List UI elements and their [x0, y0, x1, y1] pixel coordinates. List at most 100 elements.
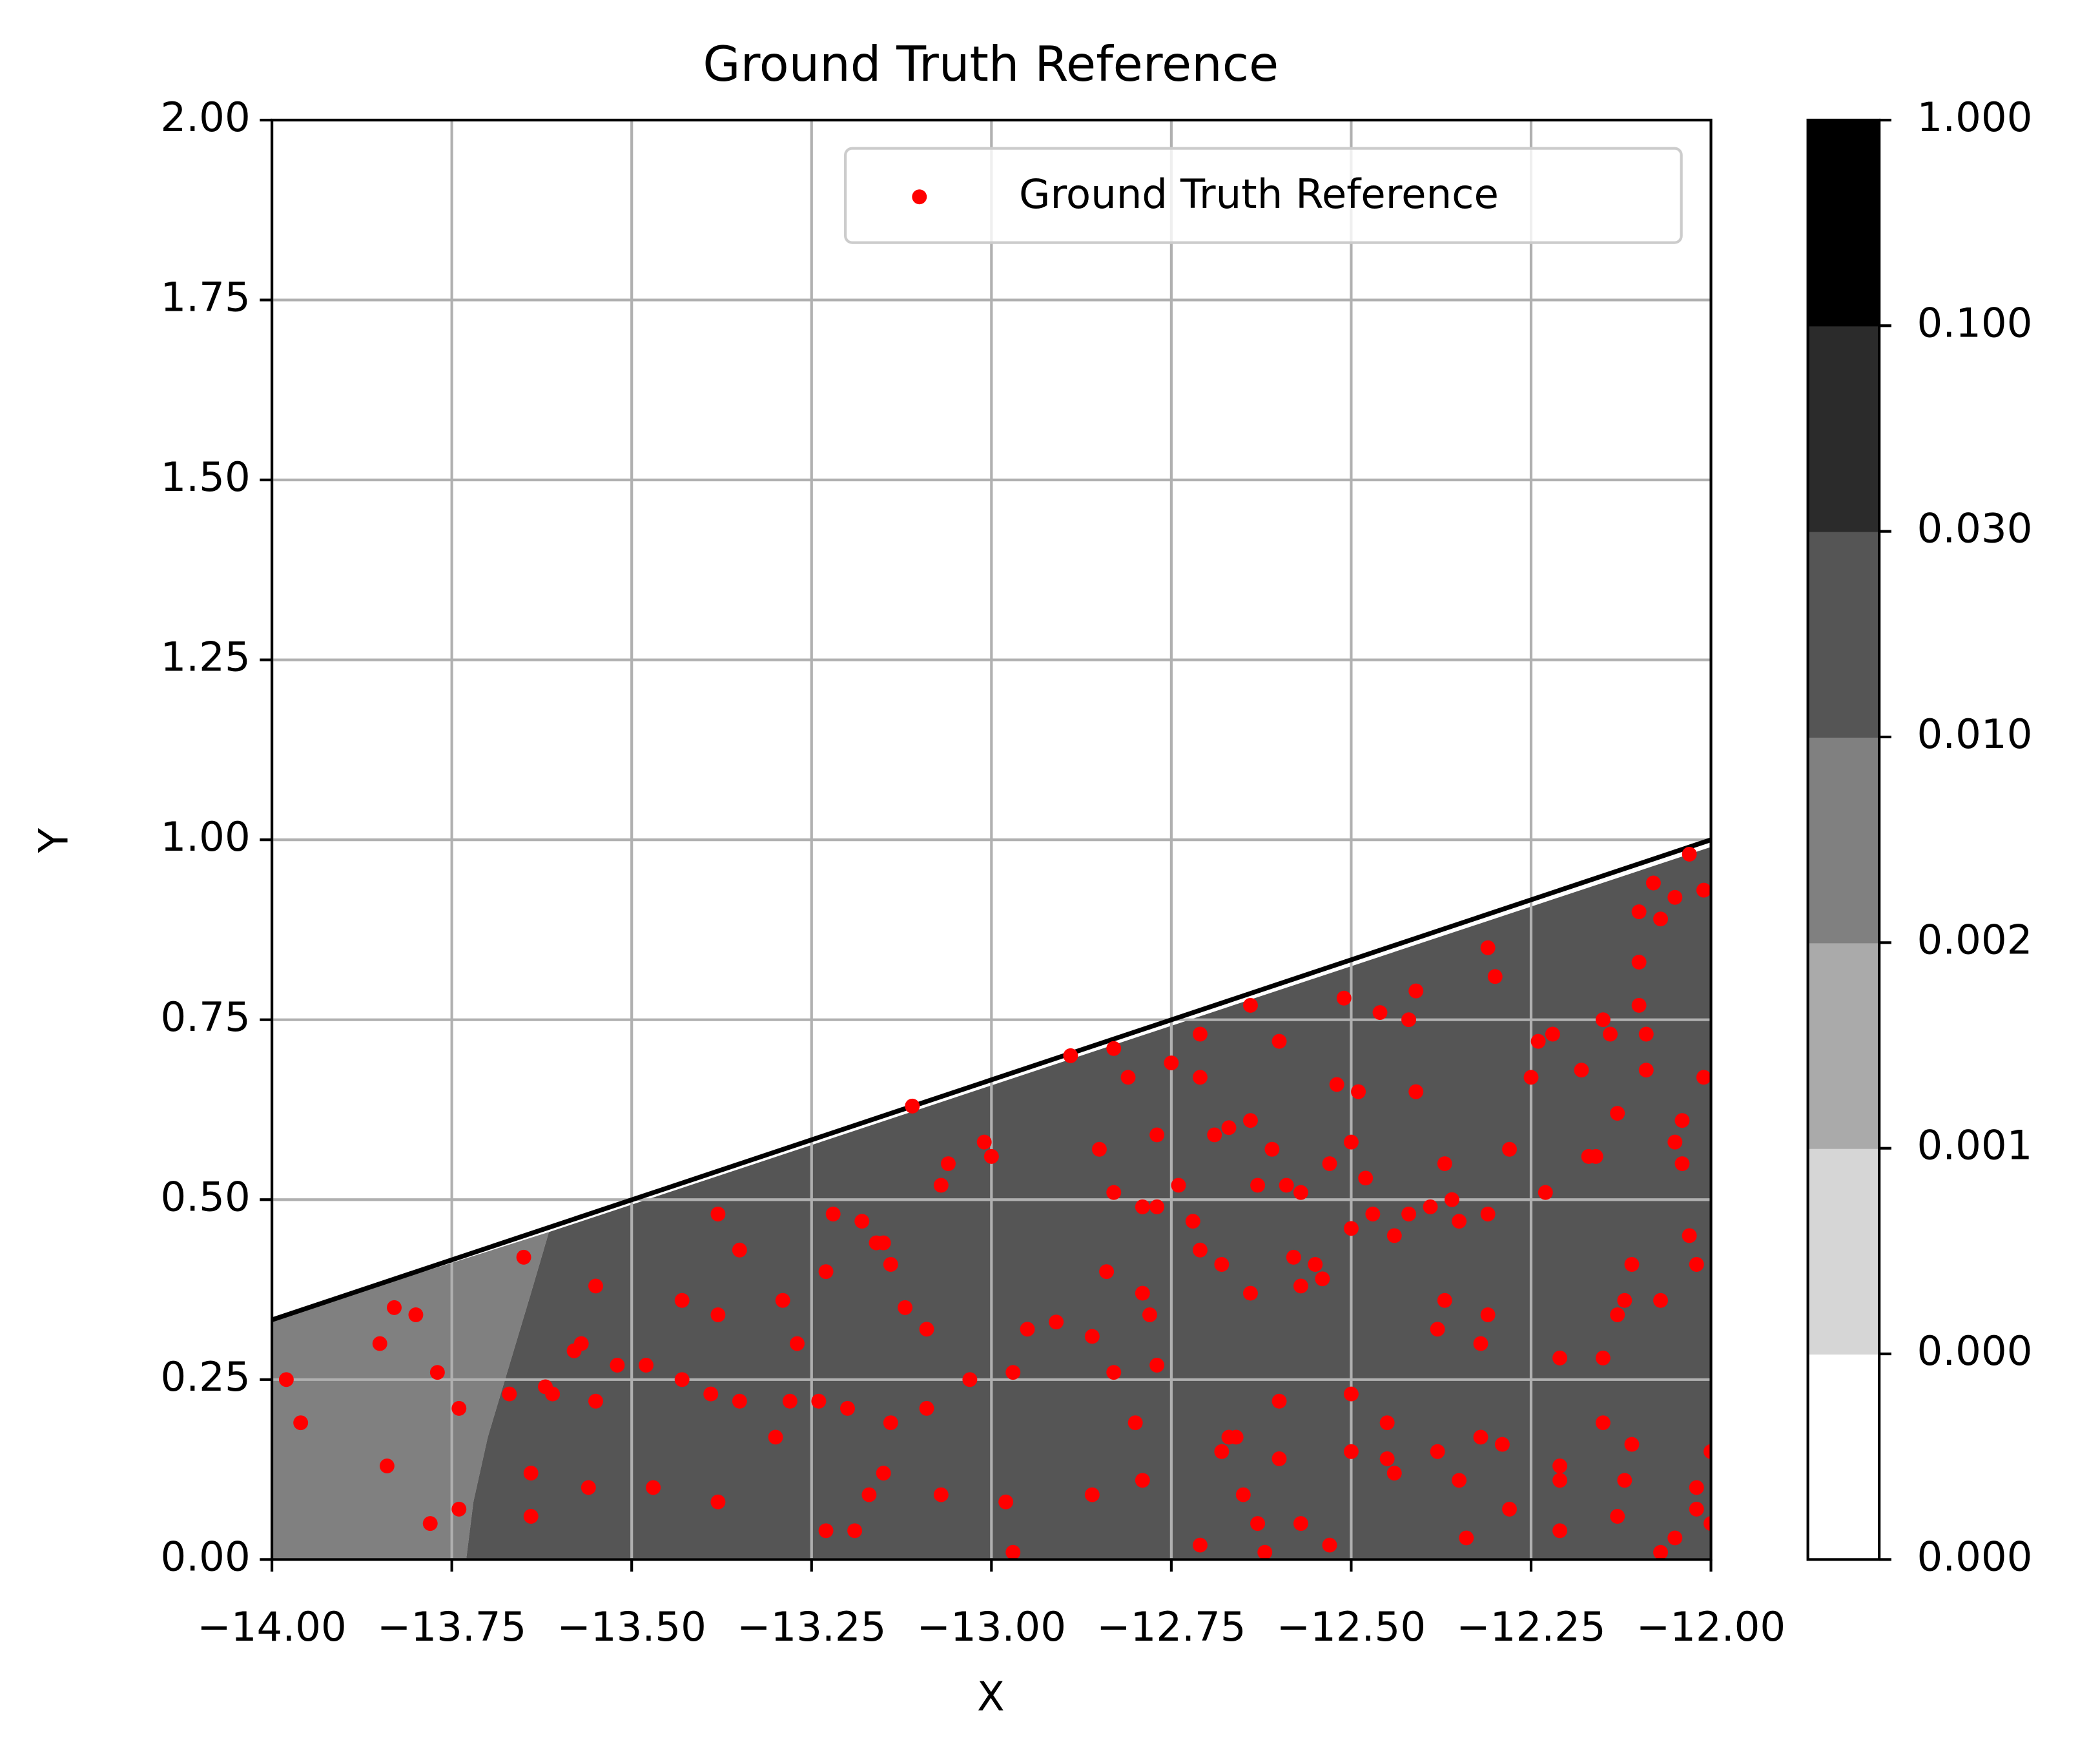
scatter-point: [1214, 1444, 1230, 1459]
scatter-point: [1480, 1307, 1496, 1322]
x-tick-label: −14.00: [197, 1603, 346, 1650]
y-tick-label: 0.75: [161, 993, 251, 1041]
scatter-point: [372, 1336, 387, 1351]
scatter-point: [1271, 1033, 1287, 1049]
scatter-point: [1401, 1207, 1417, 1221]
scatter-point: [1595, 1415, 1611, 1431]
scatter-point: [710, 1494, 726, 1510]
scatter-point: [1610, 1106, 1625, 1121]
scatter-point: [1624, 1257, 1640, 1272]
scatter-point: [1322, 1156, 1337, 1171]
scatter-point: [1171, 1178, 1186, 1193]
scatter-point: [1020, 1322, 1035, 1337]
scatter-point: [1106, 1185, 1122, 1200]
scatter-point: [1271, 1393, 1287, 1409]
scatter-point: [1343, 1444, 1359, 1459]
scatter-point: [1487, 969, 1503, 984]
scatter-point: [387, 1300, 402, 1315]
scatter-point: [1242, 997, 1258, 1013]
scatter-point: [825, 1207, 841, 1221]
scatter-point: [1674, 1156, 1690, 1171]
scatter-point: [1588, 1148, 1603, 1164]
scatter-point: [1638, 1063, 1654, 1078]
scatter-point: [1149, 1358, 1165, 1373]
scatter-point: [422, 1516, 438, 1532]
scatter-point: [674, 1372, 690, 1387]
scatter-point: [451, 1501, 467, 1517]
scatter-point: [1279, 1178, 1294, 1193]
scatter-point: [919, 1322, 934, 1337]
scatter-point: [523, 1509, 539, 1524]
colorbar-tick-label: 0.100: [1917, 299, 2032, 346]
scatter-point: [1696, 1070, 1711, 1085]
scatter-point: [502, 1386, 517, 1402]
scatter-point: [1653, 1293, 1669, 1308]
x-tick-label: −12.25: [1456, 1603, 1605, 1650]
scatter-point: [1595, 1350, 1611, 1366]
legend-label: Ground Truth Reference: [1019, 171, 1499, 218]
y-tick-label: 1.25: [161, 634, 251, 681]
scatter-point: [1343, 1134, 1359, 1150]
y-tick-label: 1.75: [161, 274, 251, 321]
scatter-point: [1192, 1242, 1208, 1258]
scatter-point: [1322, 1537, 1337, 1553]
scatter-point: [710, 1207, 726, 1221]
scatter-point: [1293, 1185, 1308, 1200]
scatter-point: [768, 1429, 783, 1445]
x-tick-label: −13.50: [557, 1603, 706, 1650]
scatter-point: [1207, 1127, 1222, 1143]
scatter-point: [1063, 1048, 1078, 1063]
scatter-point: [818, 1523, 834, 1539]
scatter-point: [1459, 1530, 1474, 1546]
scatter-point: [1502, 1141, 1518, 1157]
scatter-point: [1523, 1070, 1539, 1085]
scatter-point: [1379, 1451, 1395, 1466]
scatter-point: [1502, 1501, 1518, 1517]
scatter-point: [1084, 1329, 1100, 1344]
scatter-point: [1653, 911, 1669, 927]
scatter-point: [1704, 1516, 1711, 1532]
scatter-point: [933, 1487, 949, 1502]
colorbar-band: [1807, 736, 1880, 944]
scatter-point: [976, 1134, 992, 1150]
y-tick-label: 0.00: [161, 1533, 251, 1580]
colorbar-tick-label: 0.030: [1917, 505, 2032, 552]
colorbar-frame: [1806, 118, 1881, 1561]
colorbar-band: [1807, 531, 1880, 738]
scatter-point: [451, 1400, 467, 1416]
scatter-point: [1610, 1509, 1625, 1524]
scatter-point: [1682, 846, 1697, 862]
scatter-point: [1135, 1473, 1150, 1488]
scatter-point: [1135, 1199, 1150, 1214]
scatter-point: [379, 1459, 395, 1473]
scatter-point: [962, 1372, 978, 1387]
scatter-point: [883, 1415, 898, 1431]
scatter-point: [1631, 904, 1647, 920]
scatter-point: [905, 1098, 920, 1114]
contour-region: [272, 1232, 550, 1560]
scatter-point: [1552, 1459, 1568, 1473]
scatter-point: [1343, 1221, 1359, 1236]
scatter-point: [1552, 1473, 1568, 1488]
scatter-point: [1638, 1026, 1654, 1042]
scatter-point: [876, 1466, 891, 1481]
scatter-point: [876, 1235, 891, 1251]
scatter-point: [1142, 1307, 1157, 1322]
scatter-point: [1631, 997, 1647, 1013]
x-tick-label: −12.75: [1096, 1603, 1246, 1650]
colorbar-tick-label: 0.000: [1917, 1327, 2032, 1375]
scatter-point: [1214, 1257, 1230, 1272]
scatter-point: [1250, 1178, 1266, 1193]
scatter-point: [854, 1214, 870, 1229]
scatter-point: [1106, 1041, 1122, 1056]
scatter-point: [941, 1156, 956, 1171]
colorbar-band: [1807, 119, 1880, 327]
scatter-point: [1379, 1415, 1395, 1431]
scatter-point: [1682, 1228, 1697, 1243]
scatter-point: [1653, 1544, 1669, 1560]
legend-marker: [912, 189, 927, 205]
scatter-point: [293, 1415, 309, 1431]
scatter-point: [1005, 1544, 1021, 1560]
x-tick-label: −13.00: [917, 1603, 1066, 1650]
chart-title: Ground Truth Reference: [703, 36, 1279, 92]
